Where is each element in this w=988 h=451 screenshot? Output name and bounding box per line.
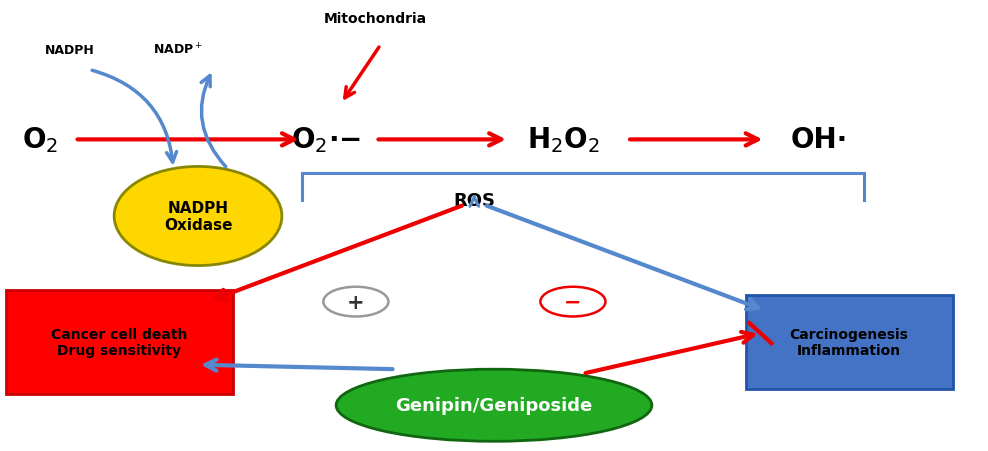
- Circle shape: [323, 287, 388, 317]
- Text: H$_2$O$_2$: H$_2$O$_2$: [527, 125, 600, 155]
- Text: O$_2$: O$_2$: [22, 125, 58, 155]
- Text: Carcinogenesis
Inflammation: Carcinogenesis Inflammation: [789, 327, 909, 358]
- Ellipse shape: [336, 369, 652, 442]
- Text: −: −: [564, 292, 582, 312]
- Ellipse shape: [115, 167, 282, 266]
- Text: O$_2$·−: O$_2$·−: [291, 125, 362, 155]
- Circle shape: [540, 287, 606, 317]
- Text: Genipin/Geniposide: Genipin/Geniposide: [395, 396, 593, 414]
- FancyBboxPatch shape: [6, 291, 232, 394]
- Text: Cancer cell death
Drug sensitivity: Cancer cell death Drug sensitivity: [51, 327, 188, 358]
- Text: NADPH: NADPH: [44, 44, 95, 57]
- Text: ROS: ROS: [453, 192, 495, 210]
- FancyBboxPatch shape: [746, 295, 952, 390]
- Text: Mitochondria: Mitochondria: [324, 12, 427, 26]
- Text: NADP$^+$: NADP$^+$: [153, 42, 204, 58]
- Text: OH·: OH·: [791, 126, 849, 154]
- Text: +: +: [347, 292, 365, 312]
- Text: NADPH
Oxidase: NADPH Oxidase: [164, 200, 232, 233]
